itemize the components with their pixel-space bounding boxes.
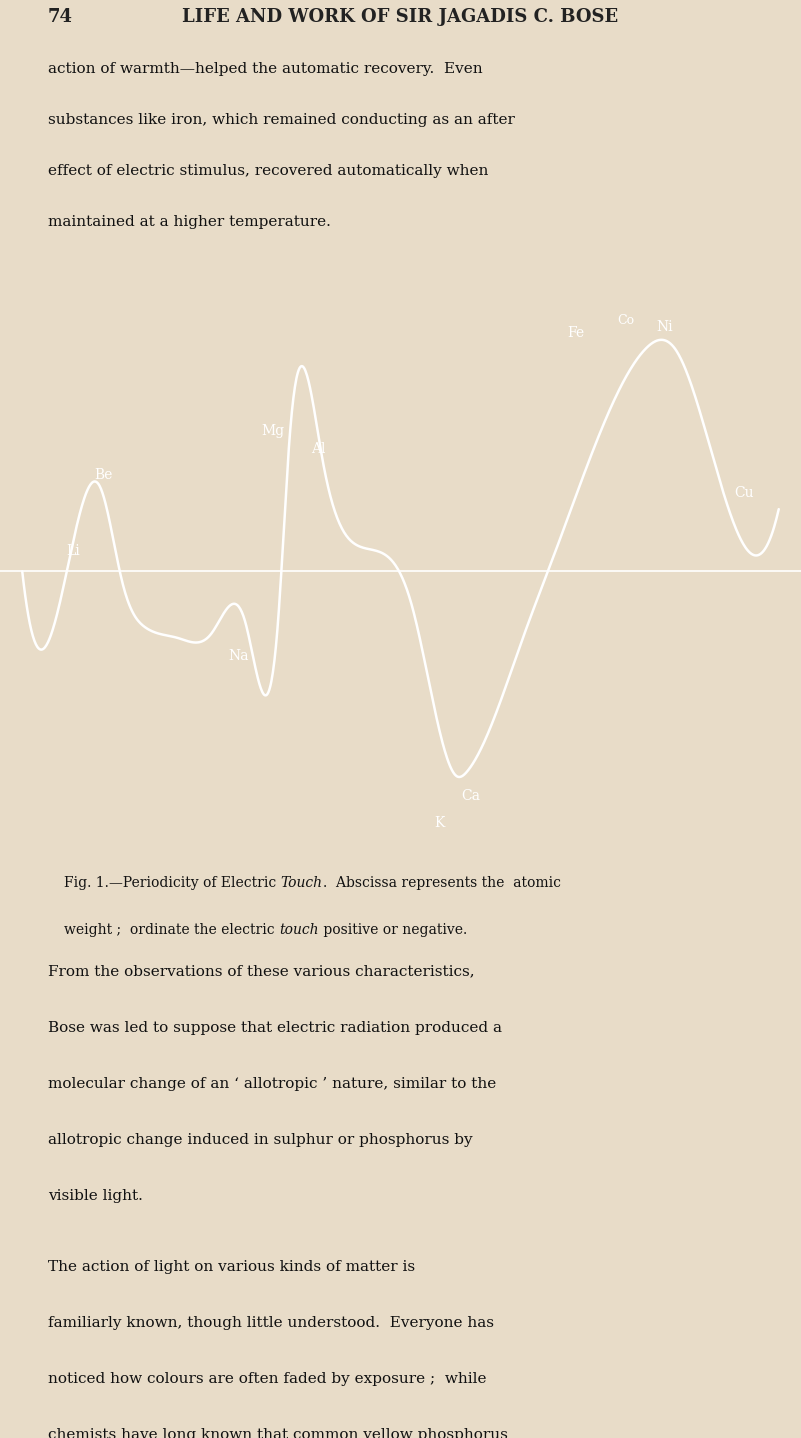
Text: Be: Be bbox=[95, 469, 113, 483]
Text: allotropic change induced in sulphur or phosphorus by: allotropic change induced in sulphur or … bbox=[48, 1133, 473, 1148]
Text: Al: Al bbox=[312, 441, 326, 456]
Text: effect of electric stimulus, recovered automatically when: effect of electric stimulus, recovered a… bbox=[48, 164, 489, 178]
Text: Ni: Ni bbox=[656, 319, 673, 334]
Text: —Periodicity of Electric: —Periodicity of Electric bbox=[109, 876, 280, 890]
Text: 74: 74 bbox=[48, 9, 73, 26]
Text: visible light.: visible light. bbox=[48, 1189, 143, 1204]
Text: action of warmth—helped the automatic recovery.  Even: action of warmth—helped the automatic re… bbox=[48, 62, 483, 76]
Text: Fe: Fe bbox=[567, 326, 585, 341]
Text: noticed how colours are often faded by exposure ;  while: noticed how colours are often faded by e… bbox=[48, 1372, 486, 1386]
Text: substances like iron, which remained conducting as an after: substances like iron, which remained con… bbox=[48, 114, 515, 127]
Text: Fig. 1.: Fig. 1. bbox=[64, 876, 109, 890]
Text: .  Abscissa represents the  atomic: . Abscissa represents the atomic bbox=[323, 876, 561, 890]
Text: Li: Li bbox=[66, 544, 80, 558]
Text: Mg: Mg bbox=[261, 424, 284, 439]
Text: Co: Co bbox=[618, 313, 634, 326]
Text: maintained at a higher temperature.: maintained at a higher temperature. bbox=[48, 214, 331, 229]
Text: molecular change of an ‘ allotropic ’ nature, similar to the: molecular change of an ‘ allotropic ’ na… bbox=[48, 1077, 497, 1091]
Text: Na: Na bbox=[228, 649, 248, 663]
Text: chemists have long known that common yellow phosphorus: chemists have long known that common yel… bbox=[48, 1428, 508, 1438]
Text: familiarly known, though little understood.  Everyone has: familiarly known, though little understo… bbox=[48, 1316, 494, 1330]
Text: Touch: Touch bbox=[280, 876, 323, 890]
Text: Ca: Ca bbox=[461, 789, 481, 802]
Text: Cu: Cu bbox=[735, 486, 754, 500]
Text: weight ;  ordinate the electric: weight ; ordinate the electric bbox=[64, 923, 279, 938]
Text: LIFE AND WORK OF SIR JAGADIS C. BOSE: LIFE AND WORK OF SIR JAGADIS C. BOSE bbox=[183, 9, 618, 26]
Text: From the observations of these various characteristics,: From the observations of these various c… bbox=[48, 965, 475, 979]
Text: touch: touch bbox=[279, 923, 319, 938]
Text: The action of light on various kinds of matter is: The action of light on various kinds of … bbox=[48, 1260, 415, 1274]
Text: K: K bbox=[434, 815, 445, 830]
Text: Bose was led to suppose that electric radiation produced a: Bose was led to suppose that electric ra… bbox=[48, 1021, 502, 1035]
Text: positive or negative.: positive or negative. bbox=[319, 923, 467, 938]
